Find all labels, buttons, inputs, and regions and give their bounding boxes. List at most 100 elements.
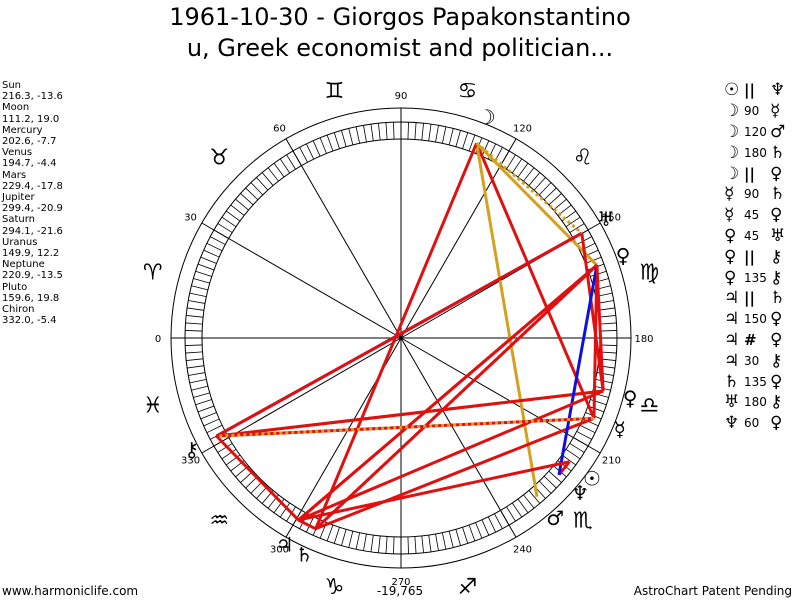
website-link[interactable]: www.harmoniclife.com bbox=[2, 584, 139, 598]
degree-tick bbox=[414, 122, 417, 140]
planet-pluto-icon: ♀ bbox=[616, 243, 631, 267]
degree-tick bbox=[528, 490, 541, 504]
aspect-planet2-glyph: ⚷ bbox=[770, 246, 783, 267]
degree-tick bbox=[326, 134, 334, 152]
degree-tick bbox=[299, 147, 308, 163]
aspect-line bbox=[475, 142, 539, 497]
degree-tick bbox=[261, 172, 274, 186]
planet-coords-uranus: 149.9, 12.2 bbox=[2, 248, 60, 260]
planet-name-pluto: Pluto bbox=[2, 281, 28, 293]
degree-tick bbox=[543, 187, 557, 201]
aspect-planet2-glyph: ☿ bbox=[770, 101, 781, 122]
degree-tick bbox=[355, 532, 361, 550]
degree-tick bbox=[226, 210, 241, 222]
degree-tick bbox=[428, 124, 432, 141]
degree-tick bbox=[481, 519, 490, 536]
degree-label: 90 bbox=[395, 91, 408, 102]
sign-divider-line bbox=[400, 337, 517, 538]
degree-tick bbox=[435, 533, 439, 551]
zodiac-gemini-icon: ♊ bbox=[325, 79, 345, 104]
degree-tick bbox=[319, 137, 327, 154]
aspect-row: ☿ 45 ♀ bbox=[724, 205, 800, 226]
degree-tick bbox=[598, 307, 615, 311]
sign-divider-line bbox=[201, 222, 402, 339]
degree-tick bbox=[468, 134, 476, 152]
degree-tick bbox=[370, 124, 374, 141]
degree-tick bbox=[548, 193, 562, 206]
degree-tick bbox=[455, 130, 461, 147]
zodiac-virgo-icon: ♍ bbox=[639, 260, 659, 285]
degree-tick bbox=[462, 132, 469, 149]
aspect-planet2-glyph: ♄ bbox=[770, 184, 786, 205]
degree-tick bbox=[494, 513, 503, 529]
degree-tick bbox=[312, 140, 321, 157]
zodiac-taurus-icon: ♉ bbox=[209, 145, 229, 170]
planet-name-venus: Venus bbox=[2, 147, 33, 159]
planet-coords-jupiter: 299.4, -20.9 bbox=[2, 203, 63, 215]
degree-tick bbox=[599, 322, 617, 325]
planet-name-jupiter: Jupiter bbox=[2, 192, 35, 204]
aspect-row: ♃ # ♀ bbox=[724, 330, 800, 351]
aspect-planet1-glyph: ☿ bbox=[724, 205, 735, 226]
planet-coords-chiron: 332.0, -5.4 bbox=[2, 315, 57, 327]
planet-name-neptune: Neptune bbox=[2, 259, 45, 271]
degree-tick bbox=[553, 198, 567, 211]
aspect-line bbox=[557, 264, 599, 476]
aspect-planet1-glyph: ♃ bbox=[724, 329, 740, 350]
degree-tick bbox=[206, 242, 223, 252]
planet-name-chiron: Chiron bbox=[2, 304, 35, 316]
aspect-row: ☽ 120 ♂ bbox=[724, 122, 800, 143]
degree-tick bbox=[240, 193, 254, 206]
degree-tick bbox=[286, 154, 296, 170]
aspect-planet2-glyph: ♂ bbox=[770, 121, 786, 142]
degree-tick bbox=[210, 236, 226, 245]
aspect-label: 120 bbox=[744, 124, 767, 139]
aspect-row: ♀ || ⚷ bbox=[724, 246, 800, 267]
degree-tick bbox=[193, 278, 210, 284]
degree-tick bbox=[517, 163, 529, 178]
degree-tick bbox=[185, 322, 203, 325]
degree-tick bbox=[273, 163, 285, 178]
degree-tick bbox=[305, 143, 315, 160]
aspect-row: ♅ 180 ⚷ bbox=[724, 392, 800, 413]
aspect-planet1-glyph: ☿ bbox=[724, 184, 735, 205]
degree-tick bbox=[576, 431, 592, 440]
planet-coords-sun: 216.3, -13.6 bbox=[2, 91, 63, 103]
degree-tick bbox=[186, 358, 204, 361]
aspect-label: || bbox=[744, 81, 755, 100]
zodiac-pisces-icon: ♓ bbox=[143, 394, 163, 419]
degree-label: 210 bbox=[602, 456, 621, 467]
aspect-planet2-glyph: ⚷ bbox=[770, 392, 783, 413]
aspect-label: 45 bbox=[744, 208, 760, 223]
aspect-line bbox=[297, 389, 604, 522]
degree-tick bbox=[188, 372, 206, 376]
aspect-label: # bbox=[744, 330, 757, 349]
degree-tick bbox=[468, 524, 476, 542]
degree-tick bbox=[221, 448, 237, 460]
planet-mars-icon: ♂ bbox=[546, 506, 564, 530]
planet-jupiter-icon: ♃ bbox=[276, 532, 294, 556]
degree-tick bbox=[348, 530, 354, 548]
aspect-label: 90 bbox=[744, 187, 760, 202]
aspect-planet1-glyph: ☽ bbox=[724, 121, 740, 142]
degree-tick bbox=[590, 399, 607, 406]
degree-tick bbox=[370, 535, 374, 552]
aspect-line bbox=[215, 231, 583, 438]
aspect-row: ☉ || ♆ bbox=[724, 80, 800, 101]
planet-neptune-icon: ♆ bbox=[571, 481, 589, 505]
degree-tick bbox=[185, 344, 203, 346]
zodiac-aries-icon: ♈ bbox=[143, 260, 163, 285]
aspect-line bbox=[298, 460, 570, 522]
degree-tick bbox=[407, 122, 409, 140]
degree-tick bbox=[273, 498, 285, 513]
degree-tick bbox=[245, 187, 259, 201]
degree-tick bbox=[193, 392, 210, 398]
degree-tick bbox=[523, 494, 535, 509]
degree-tick bbox=[186, 315, 204, 318]
degree-tick bbox=[538, 182, 552, 196]
degree-tick bbox=[462, 527, 469, 544]
planet-name-mercury: Mercury bbox=[2, 124, 43, 136]
planet-mercury-icon: ☿ bbox=[614, 417, 626, 441]
aspect-line bbox=[297, 518, 317, 531]
degree-tick bbox=[421, 535, 424, 553]
